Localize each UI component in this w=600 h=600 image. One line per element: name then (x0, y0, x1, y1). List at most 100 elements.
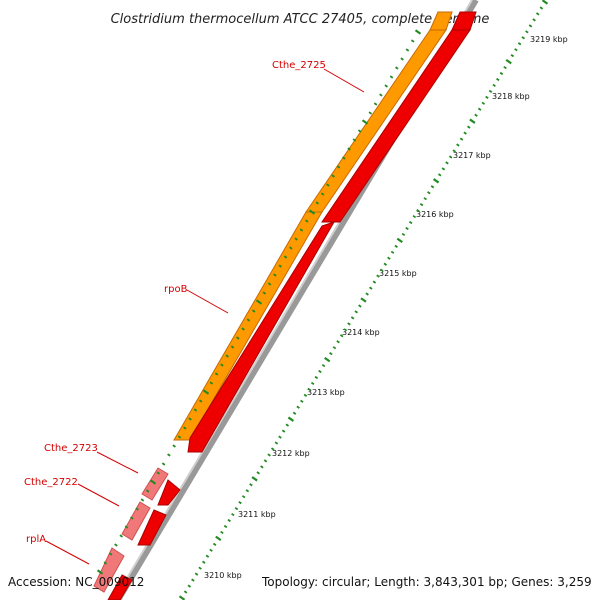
red-cds-track (107, 11, 477, 600)
ruler-tick (193, 408, 198, 412)
ruler-tick (278, 264, 282, 268)
ruler-tick (416, 208, 420, 213)
ruler-tick (492, 83, 496, 88)
ruler-tick (130, 516, 134, 520)
ruler-tick (267, 453, 271, 457)
tick-label: 3212 kbp (272, 449, 310, 458)
ruler-tick (310, 381, 315, 386)
ruler-tick (357, 129, 362, 133)
ruler-tick (368, 111, 373, 115)
ruler-tick (347, 147, 351, 151)
ruler-tick (541, 0, 549, 5)
ruler-tick (445, 161, 449, 165)
ruler-tick (227, 518, 231, 523)
outer-tick-ruler (96, 29, 422, 575)
ruler-tick (510, 54, 515, 58)
ruler-tick (463, 131, 467, 135)
ruler-tick (260, 465, 264, 469)
orange-gene-track (173, 11, 453, 441)
ruler-tick (384, 84, 388, 88)
ruler-tick (283, 255, 288, 259)
ruler-tick (408, 220, 413, 225)
ruler-tick (496, 77, 500, 82)
ruler-tick (231, 512, 235, 517)
ruler-tick (294, 237, 298, 241)
ruler-tick (452, 149, 457, 153)
ruler-tick (321, 363, 326, 368)
ruler-tick (161, 462, 166, 466)
tick-label: 3214 kbp (342, 328, 380, 337)
ruler-tick (251, 476, 258, 482)
orange-feature-rpob (173, 211, 323, 441)
ruler-tick (108, 552, 113, 556)
ruler-tick (198, 566, 202, 570)
ruler-tick (441, 167, 446, 171)
tick-label: 3215 kbp (379, 269, 417, 278)
gene-label-rpla: rplA (26, 534, 46, 545)
ruler-tick (198, 399, 203, 403)
ruler-tick (336, 165, 341, 169)
ruler-tick (361, 119, 369, 125)
ruler-tick (535, 12, 540, 16)
ruler-tick (251, 309, 256, 313)
ruler-tick (307, 387, 311, 392)
gene-label-cthe-2725: Cthe_2725 (272, 60, 326, 71)
red-feature-rpla (107, 574, 133, 600)
ruler-tick (414, 29, 422, 35)
ruler-tick (234, 506, 239, 511)
gene-labels: Cthe_2725 rpoB Cthe_2723 Cthe_2722 rplA (24, 60, 365, 565)
ruler-tick (124, 525, 129, 529)
ruler-tick (396, 237, 403, 244)
red-feature-cthe-2725 (321, 29, 471, 223)
inner-tick-ruler (178, 0, 549, 600)
ruler-tick (177, 435, 182, 439)
ruler-tick (383, 262, 388, 266)
ruler-tick (521, 36, 525, 40)
ruler-tick (432, 178, 440, 184)
ruler-tick (329, 352, 333, 356)
ruler-tick (360, 297, 367, 303)
ruler-tick (194, 572, 199, 576)
ruler-tick (135, 507, 139, 511)
ruler-tick (331, 174, 335, 178)
ruler-tick (350, 316, 355, 320)
ruler-tick (270, 447, 275, 451)
ruler-tick (339, 334, 344, 338)
gene-label-cthe-2723: Cthe_2723 (44, 443, 98, 454)
ruler-tick (376, 274, 380, 278)
ruler-tick (178, 595, 186, 600)
red-feature-cthe-2723 (157, 479, 181, 506)
ruler-tick (514, 48, 518, 52)
ruler-tick (525, 30, 529, 34)
ruler-tick (467, 125, 471, 129)
ruler-tick (274, 441, 279, 445)
gene-label-cthe-2722: Cthe_2722 (24, 477, 78, 488)
ruler-tick (209, 381, 214, 385)
ruler-tick (343, 328, 348, 332)
ruler-tick (315, 201, 320, 205)
ruler-tick (156, 471, 161, 475)
ruler-tick (220, 363, 224, 367)
ruler-tick (459, 137, 464, 141)
ruler-tick (202, 389, 210, 395)
red-feature-top (451, 11, 477, 31)
ruler-tick (238, 501, 242, 505)
ruler-tick (539, 6, 544, 10)
accession-text: Accession: NC_009012 (8, 575, 144, 589)
ruler-tick (212, 542, 217, 546)
tick-label: 3211 kbp (238, 510, 276, 519)
ruler-tick (401, 232, 406, 237)
ruler-tick (352, 138, 357, 142)
ruler-tick (456, 143, 460, 147)
ruler-tick (241, 495, 246, 499)
ruler-tick (477, 107, 482, 111)
ruler-tick (202, 560, 206, 564)
ruler-tick (314, 375, 319, 380)
ruler-tick (114, 543, 118, 547)
tick-label: 3218 kbp (492, 92, 530, 101)
ruler-tick (230, 345, 235, 349)
ruler-tick (517, 42, 522, 46)
ruler-tick (400, 57, 404, 61)
ruler-tick (532, 18, 536, 22)
ruler-tick (300, 399, 304, 403)
